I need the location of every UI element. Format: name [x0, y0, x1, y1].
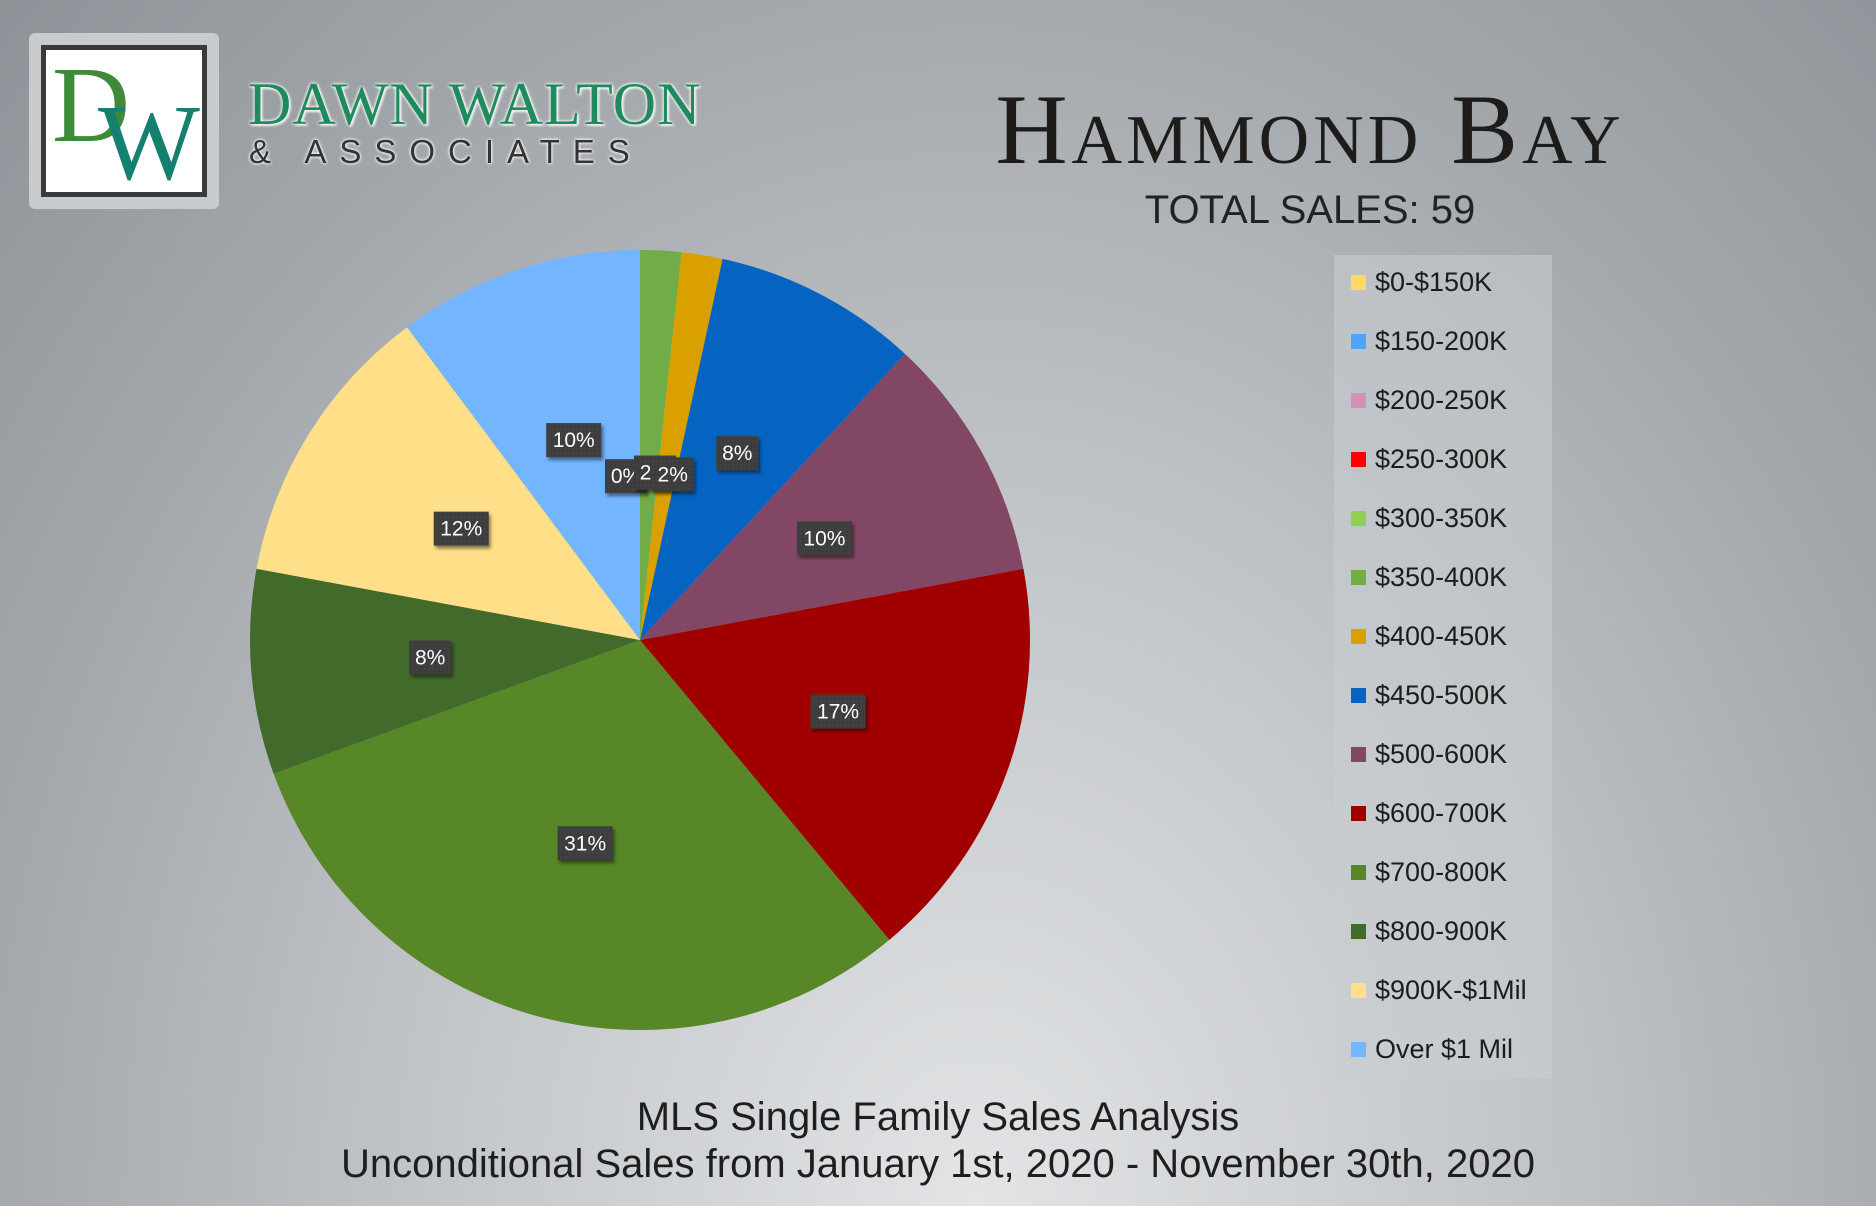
brand-name: DAWN WALTON	[248, 71, 702, 137]
pie-data-label-box-10	[557, 826, 613, 861]
chart-footer-title: MLS Single Family Sales Analysis	[636, 1095, 1240, 1139]
legend-swatch-10	[1351, 865, 1366, 880]
legend-label-9: $600-700K	[1375, 798, 1508, 828]
pie-data-label-text-4: 0%	[611, 465, 641, 488]
legend-swatch-7	[1351, 688, 1366, 703]
pie-data-label-text-7: 8%	[722, 442, 752, 465]
legend-swatch-5	[1351, 570, 1366, 585]
legend-label-5: $350-400K	[1375, 562, 1508, 592]
pie-data-label-box-11	[409, 640, 452, 675]
legend-label-11: $800-900K	[1375, 916, 1508, 946]
legend-label-1: $150-200K	[1375, 326, 1508, 356]
pie-data-label-text-10: 31%	[564, 832, 606, 855]
pie-slices	[250, 250, 1030, 1031]
legend-swatch-1	[1351, 334, 1366, 349]
legend-label-3: $250-300K	[1375, 444, 1508, 474]
legend-label-0: $0-$150K	[1375, 267, 1493, 297]
pie-slice-7	[640, 258, 905, 640]
legend-label-7: $450-500K	[1375, 680, 1508, 710]
pie-data-label-box-6	[651, 457, 694, 492]
pie-data-label-text-6: 2%	[658, 463, 688, 486]
pie-slice-12	[256, 327, 640, 640]
pie-data-label-12: 12%	[433, 511, 489, 546]
logo-frame: D W	[29, 33, 219, 209]
pie-data-label-text-11: 8%	[415, 646, 445, 669]
pie-data-label-text-12: 12%	[440, 518, 482, 541]
legend-swatch-2	[1351, 393, 1366, 408]
pie-data-label-10: 31%	[557, 826, 613, 861]
legend-label-6: $400-450K	[1375, 621, 1508, 651]
legend-swatch-9	[1351, 806, 1366, 821]
pie-data-label-box-8	[796, 521, 852, 556]
legend-swatch-6	[1351, 629, 1366, 644]
page-title: Hammond Bay	[995, 74, 1625, 185]
pie-data-label-box-12	[433, 511, 489, 546]
total-sales: TOTAL SALES: 59	[1144, 188, 1476, 232]
pie-data-label-box-7	[716, 436, 759, 471]
pie-slice-13	[407, 250, 640, 640]
brand-subtitle: & ASSOCIATES	[249, 133, 643, 170]
legend-label-4: $300-350K	[1375, 503, 1508, 533]
pie-slice-5	[640, 250, 682, 640]
legend-swatch-3	[1351, 452, 1366, 467]
chart-legend: $0-$150K $150-200K $200-250K $250-300K $300-…	[1334, 255, 1552, 1079]
pie-slice-6	[640, 252, 723, 640]
pie-data-labels: 0%2%2%8%10%17%31%8%12%10%	[409, 423, 866, 861]
pie-data-label-13: 10%	[546, 423, 602, 458]
pie-data-label-9: 17%	[810, 694, 866, 729]
chart-footer-subtitle: Unconditional Sales from January 1st, 20…	[340, 1142, 1535, 1186]
legend-label-13: Over $1 Mil	[1375, 1034, 1514, 1064]
legend-swatch-4	[1351, 511, 1366, 526]
logo-letter-d: D	[52, 46, 130, 165]
legend-swatch-11	[1351, 924, 1366, 939]
logo-letter-w: W	[98, 84, 200, 203]
pie-data-label-box-13	[546, 423, 602, 458]
pie-data-label-6: 2%	[651, 457, 694, 492]
legend-swatch-12	[1351, 983, 1366, 998]
legend-swatch-0	[1351, 275, 1366, 290]
pie-data-label-box-9	[810, 694, 866, 729]
legend-swatch-8	[1351, 747, 1366, 762]
legend-label-2: $200-250K	[1375, 385, 1508, 415]
pie-data-label-text-9: 17%	[817, 701, 859, 724]
pie-data-label-text-8: 10%	[803, 527, 845, 550]
legend-swatch-13	[1351, 1042, 1366, 1057]
pie-data-label-11: 8%	[409, 640, 452, 675]
legend-label-10: $700-800K	[1375, 857, 1508, 887]
pie-data-label-text-13: 10%	[553, 429, 595, 452]
pie-data-label-7: 8%	[716, 436, 759, 471]
pie-data-label-8: 10%	[796, 521, 852, 556]
pie-slice-8	[640, 353, 1024, 640]
pie-slice-9	[640, 568, 1030, 940]
logo-monogram: D W	[41, 45, 207, 203]
legend-label-8: $500-600K	[1375, 739, 1508, 769]
legend-label-12: $900K-$1Mil	[1375, 975, 1527, 1005]
